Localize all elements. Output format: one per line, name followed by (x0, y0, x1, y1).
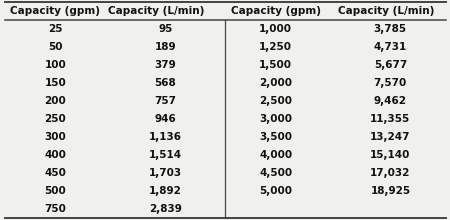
Text: 1,000: 1,000 (259, 24, 292, 34)
Text: 18,925: 18,925 (370, 186, 410, 196)
Text: 200: 200 (45, 96, 66, 106)
Text: 1,514: 1,514 (149, 150, 182, 160)
Text: Capacity (L/min): Capacity (L/min) (108, 6, 205, 16)
Text: 750: 750 (44, 204, 66, 214)
Text: 100: 100 (45, 60, 66, 70)
Text: Capacity (gpm): Capacity (gpm) (10, 6, 100, 16)
Text: 2,500: 2,500 (259, 96, 292, 106)
Text: 150: 150 (45, 78, 66, 88)
Text: 1,500: 1,500 (259, 60, 292, 70)
Text: 1,250: 1,250 (259, 42, 292, 52)
Text: 568: 568 (155, 78, 176, 88)
Text: 757: 757 (154, 96, 176, 106)
Text: 189: 189 (155, 42, 176, 52)
Text: 5,000: 5,000 (259, 186, 292, 196)
Text: 379: 379 (155, 60, 176, 70)
Text: 3,000: 3,000 (259, 114, 292, 124)
Text: 400: 400 (44, 150, 66, 160)
Text: 3,785: 3,785 (374, 24, 407, 34)
Text: 1,892: 1,892 (149, 186, 182, 196)
Text: 95: 95 (158, 24, 173, 34)
Text: 500: 500 (45, 186, 66, 196)
Text: 13,247: 13,247 (370, 132, 410, 142)
Text: 4,500: 4,500 (259, 168, 292, 178)
Text: 1,703: 1,703 (149, 168, 182, 178)
Text: 250: 250 (45, 114, 66, 124)
Text: 15,140: 15,140 (370, 150, 410, 160)
Text: 4,000: 4,000 (259, 150, 292, 160)
Text: 9,462: 9,462 (374, 96, 407, 106)
Text: 946: 946 (155, 114, 176, 124)
Text: 7,570: 7,570 (374, 78, 407, 88)
Text: 2,839: 2,839 (149, 204, 182, 214)
Text: 25: 25 (48, 24, 63, 34)
Text: 4,731: 4,731 (374, 42, 407, 52)
Text: Capacity (L/min): Capacity (L/min) (338, 6, 434, 16)
Text: 450: 450 (44, 168, 66, 178)
Text: 5,677: 5,677 (374, 60, 407, 70)
Text: 17,032: 17,032 (370, 168, 410, 178)
Text: 1,136: 1,136 (149, 132, 182, 142)
Text: 300: 300 (45, 132, 66, 142)
Text: Capacity (gpm): Capacity (gpm) (231, 6, 321, 16)
Text: 3,500: 3,500 (259, 132, 292, 142)
Text: 2,000: 2,000 (259, 78, 292, 88)
Text: 11,355: 11,355 (370, 114, 410, 124)
Text: 50: 50 (48, 42, 63, 52)
